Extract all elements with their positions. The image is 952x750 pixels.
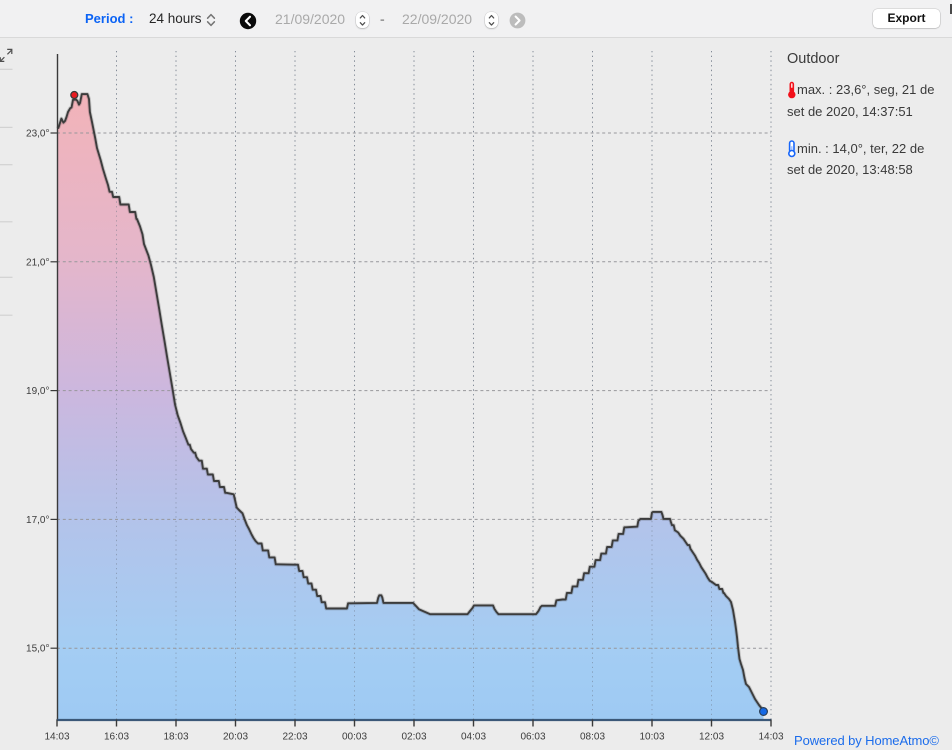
svg-text:16:03: 16:03	[104, 731, 129, 742]
svg-text:04:03: 04:03	[461, 731, 486, 742]
svg-text:18:03: 18:03	[163, 731, 188, 742]
svg-text:06:03: 06:03	[520, 731, 545, 742]
svg-text:12:03: 12:03	[699, 731, 724, 742]
svg-text:19,0°: 19,0°	[26, 386, 49, 397]
svg-text:20:03: 20:03	[223, 731, 248, 742]
svg-text:00:03: 00:03	[342, 731, 367, 742]
svg-text:22:03: 22:03	[282, 731, 307, 742]
svg-text:14:03: 14:03	[758, 731, 783, 742]
svg-text:02:03: 02:03	[401, 731, 426, 742]
svg-text:10:03: 10:03	[639, 731, 664, 742]
svg-text:17,0°: 17,0°	[26, 515, 49, 526]
svg-text:14:03: 14:03	[44, 731, 69, 742]
svg-text:21,0°: 21,0°	[26, 257, 49, 268]
svg-text:08:03: 08:03	[580, 731, 605, 742]
svg-text:15,0°: 15,0°	[26, 644, 49, 655]
svg-text:23,0°: 23,0°	[26, 129, 49, 140]
